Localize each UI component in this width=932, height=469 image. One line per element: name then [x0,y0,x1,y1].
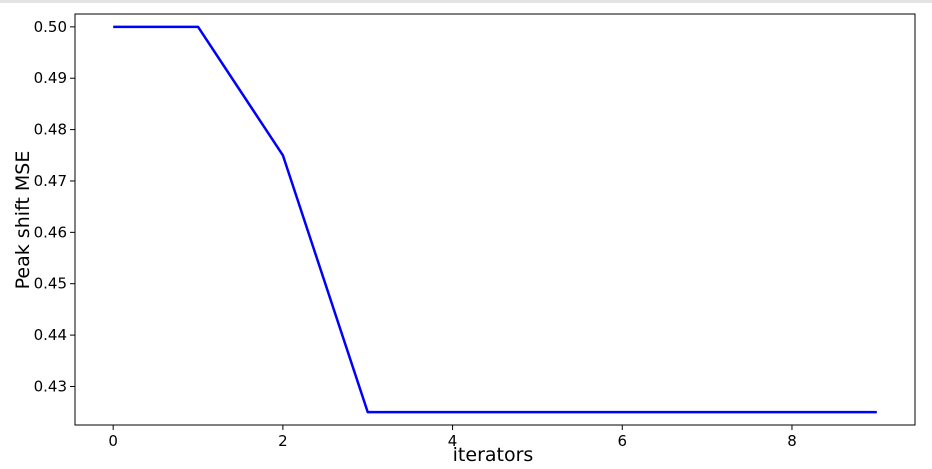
y-tick-label: 0.49 [34,69,67,87]
y-tick-label: 0.46 [34,223,67,241]
x-tick-label: 4 [448,432,458,450]
top-border [0,0,932,3]
y-axis-title: Peak shift MSE [12,151,34,290]
x-tick-label: 6 [617,432,627,450]
y-tick-label: 0.48 [34,121,67,139]
x-tick-label: 8 [787,432,797,450]
x-tick-label: 0 [108,432,118,450]
x-axis-ticks: 0 2 4 6 8 [108,425,797,450]
y-tick-label: 0.47 [34,172,67,190]
y-tick-label: 0.50 [34,18,67,36]
y-tick-label: 0.44 [34,326,67,344]
x-tick-label: 2 [278,432,288,450]
plot-frame [74,13,916,426]
y-tick-label: 0.45 [34,275,67,293]
plot-area [75,14,915,425]
series-line [113,25,877,414]
y-tick-label: 0.43 [34,377,67,395]
x-axis-title: iterators [453,444,534,466]
series-layer [113,25,877,414]
y-axis-ticks: 0.43 0.44 0.45 0.46 0.47 0.48 0.49 0.50 [34,18,75,395]
